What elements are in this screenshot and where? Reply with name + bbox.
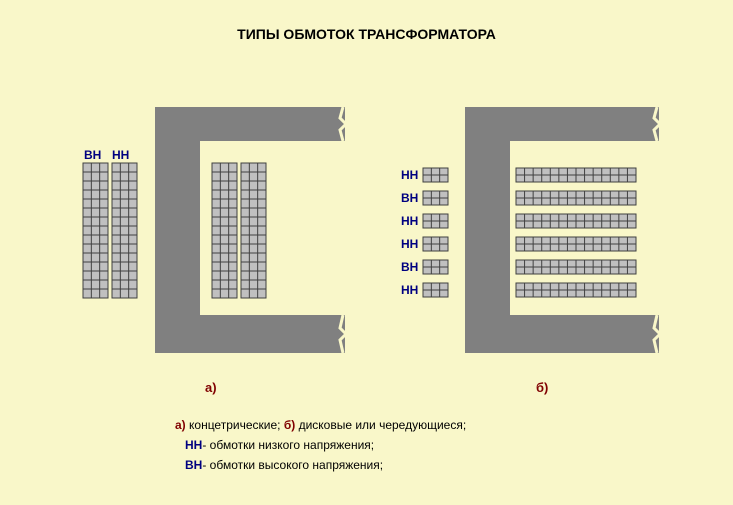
winding-label: НН [401, 168, 418, 182]
winding-label: НН [401, 283, 418, 297]
fig-a-label: а) [205, 380, 217, 395]
winding-label: ВН [84, 148, 101, 162]
winding-label: НН [112, 148, 129, 162]
fig-b-label: б) [536, 380, 548, 395]
legend-a-text: концетрические; [186, 418, 284, 432]
legend-bn-key: ВН [185, 458, 202, 472]
legend-b-key: б) [284, 418, 295, 432]
legend-line-1: а) концетрические; б) дисковые или черед… [175, 418, 466, 432]
winding-label: НН [401, 237, 418, 251]
legend-b-text: дисковые или чередующиеся; [295, 418, 466, 432]
legend-nn-key: НН [185, 438, 202, 452]
winding-label: ВН [401, 191, 418, 205]
legend-line-3: ВН- обмотки высокого напряжения; [185, 458, 383, 472]
winding-label: НН [401, 214, 418, 228]
winding-label: ВН [401, 260, 418, 274]
legend-a-key: а) [175, 418, 186, 432]
legend-nn-text: - обмотки низкого напряжения; [202, 438, 374, 452]
legend-line-2: НН- обмотки низкого напряжения; [185, 438, 374, 452]
legend-bn-text: - обмотки высокого напряжения; [202, 458, 383, 472]
